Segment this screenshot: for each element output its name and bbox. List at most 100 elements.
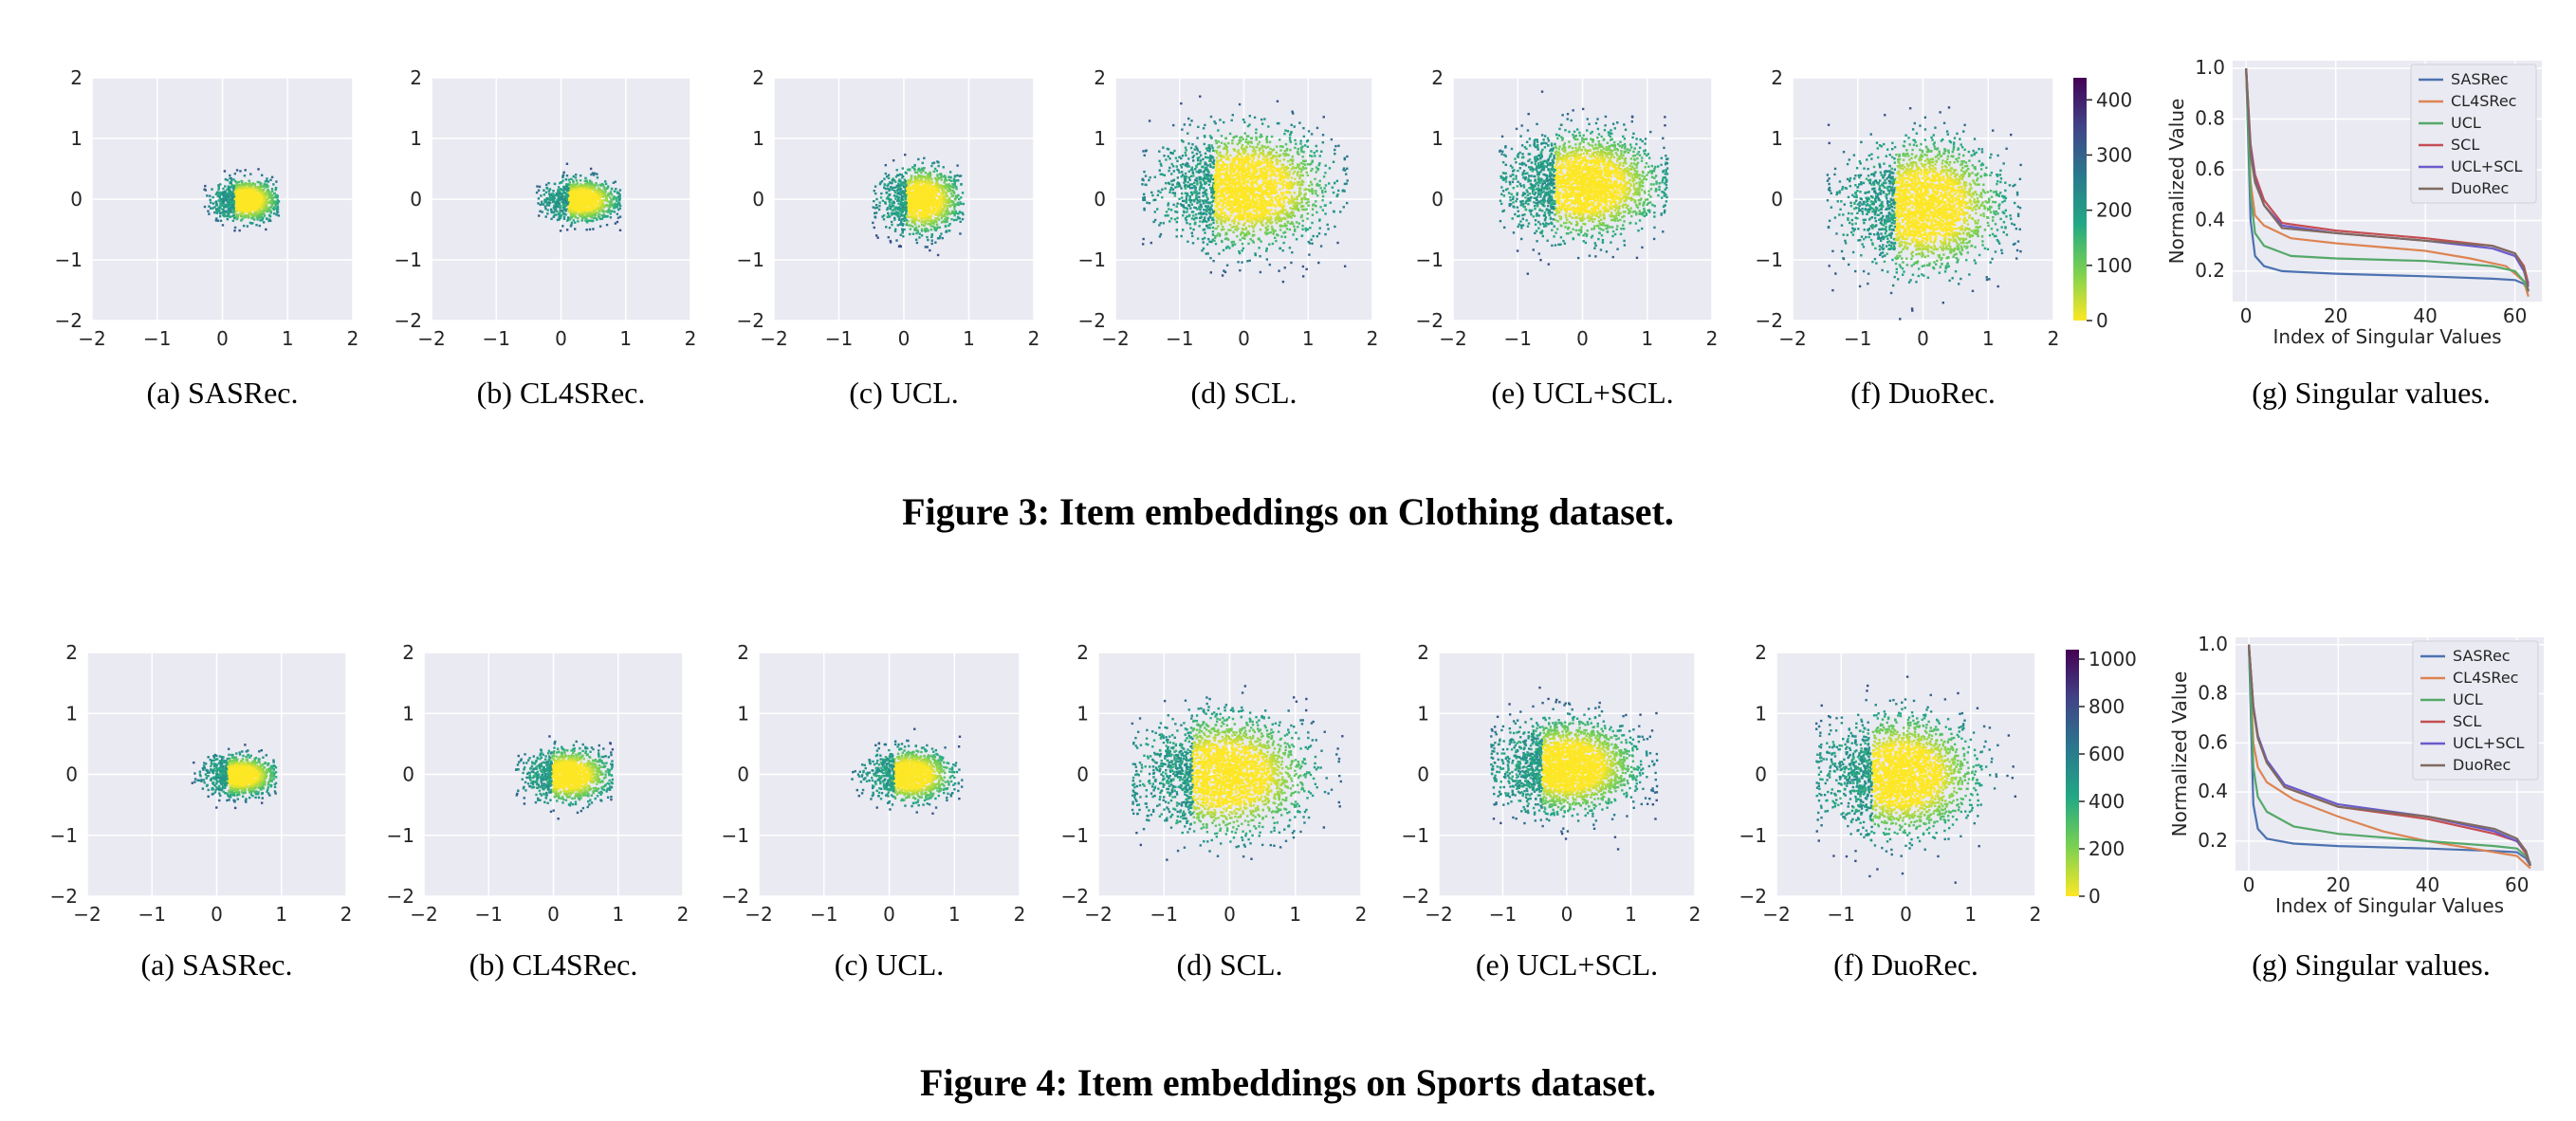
embedding-point bbox=[259, 193, 262, 196]
embedding-point bbox=[916, 175, 919, 179]
embedding-point bbox=[924, 175, 927, 178]
embedding-point bbox=[562, 199, 565, 202]
embedding-point bbox=[1297, 171, 1299, 174]
embedding-point bbox=[228, 205, 230, 208]
embedding-point bbox=[598, 189, 600, 193]
embedding-point bbox=[256, 210, 259, 212]
embedding-point bbox=[245, 214, 248, 217]
embedding-point bbox=[546, 209, 549, 211]
embedding-point bbox=[926, 187, 929, 190]
embedding-point bbox=[958, 211, 962, 214]
embedding-point bbox=[550, 196, 553, 200]
embedding-point bbox=[938, 184, 941, 187]
embedding-point bbox=[585, 217, 588, 221]
embedding-point bbox=[266, 183, 268, 186]
embedding-point bbox=[264, 186, 267, 189]
embedding-point bbox=[218, 205, 222, 208]
embedding-point bbox=[1258, 147, 1261, 150]
embedding-point bbox=[918, 205, 921, 208]
embedding-point bbox=[924, 171, 928, 175]
embedding-point bbox=[951, 203, 954, 206]
embedding-point bbox=[597, 196, 600, 200]
embedding-point bbox=[596, 173, 598, 175]
embedding-point bbox=[1220, 229, 1224, 231]
embedding-point bbox=[905, 222, 909, 225]
embedding-point bbox=[579, 195, 581, 198]
x-tick-label: 1 bbox=[963, 327, 975, 350]
embedding-point bbox=[535, 191, 539, 194]
embedding-point bbox=[929, 174, 932, 176]
embedding-point bbox=[567, 209, 570, 212]
embedding-point bbox=[948, 230, 951, 232]
embedding-point bbox=[598, 225, 602, 228]
y-tick-label: −1 bbox=[395, 248, 422, 271]
embedding-point bbox=[237, 201, 240, 204]
embedding-point bbox=[942, 166, 945, 169]
embedding-point bbox=[948, 199, 951, 203]
embedding-point bbox=[591, 210, 594, 212]
embedding-point bbox=[260, 191, 263, 194]
embedding-point bbox=[230, 205, 232, 209]
embedding-point bbox=[908, 169, 911, 172]
embedding-point bbox=[589, 197, 592, 201]
embedding-point bbox=[542, 203, 545, 206]
embedding-point bbox=[878, 204, 881, 208]
embedding-point bbox=[561, 210, 563, 212]
embedding-point bbox=[946, 200, 949, 203]
embedding-point bbox=[562, 217, 566, 220]
embedding-point bbox=[941, 197, 945, 200]
embedding-point bbox=[900, 182, 903, 185]
embedding-point bbox=[1249, 145, 1252, 148]
embedding-point bbox=[933, 197, 936, 201]
embedding-point bbox=[238, 185, 241, 188]
embedding-point bbox=[574, 176, 578, 179]
embedding-point bbox=[956, 201, 960, 205]
embedding-point bbox=[590, 200, 593, 203]
embedding-point bbox=[592, 228, 595, 230]
embedding-point bbox=[1211, 230, 1215, 233]
embedding-point bbox=[552, 211, 556, 213]
embedding-point bbox=[591, 192, 595, 195]
embedding-point bbox=[948, 190, 952, 193]
embedding-point bbox=[912, 203, 915, 206]
embedding-point bbox=[275, 193, 278, 197]
embedding-point bbox=[239, 200, 242, 203]
embedding-point bbox=[904, 182, 907, 185]
embedding-point bbox=[894, 228, 897, 230]
embedding-point bbox=[921, 167, 924, 170]
embedding-point bbox=[915, 171, 918, 175]
embedding-point bbox=[564, 188, 567, 191]
embedding-point bbox=[609, 212, 612, 215]
x-tick-label: −1 bbox=[143, 327, 171, 350]
embedding-point bbox=[945, 230, 948, 233]
embedding-point bbox=[577, 205, 580, 209]
embedding-point bbox=[938, 198, 942, 202]
embedding-point bbox=[250, 183, 253, 187]
embedding-point bbox=[873, 226, 875, 230]
embedding-point bbox=[893, 189, 896, 193]
embedding-point bbox=[605, 204, 609, 207]
embedding-point bbox=[931, 202, 934, 205]
embedding-point bbox=[1309, 227, 1312, 230]
embedding-point bbox=[558, 202, 561, 205]
embedding-point bbox=[248, 193, 251, 195]
embedding-point bbox=[893, 218, 896, 221]
embedding-point bbox=[914, 229, 917, 231]
embedding-point bbox=[938, 213, 942, 216]
embedding-point bbox=[208, 212, 211, 215]
embedding-point bbox=[942, 185, 946, 188]
embedding-point bbox=[267, 201, 271, 204]
embedding-point bbox=[929, 191, 933, 193]
embedding-point bbox=[570, 199, 573, 202]
embedding-point bbox=[902, 192, 906, 195]
embedding-point bbox=[1162, 146, 1165, 149]
embedding-point bbox=[241, 206, 244, 210]
embedding-point bbox=[229, 174, 231, 177]
embedding-point bbox=[931, 219, 935, 223]
embedding-point bbox=[916, 188, 919, 191]
embedding-point bbox=[929, 183, 931, 186]
embedding-point bbox=[596, 197, 599, 201]
embedding-point bbox=[229, 203, 232, 206]
embedding-point bbox=[218, 196, 222, 199]
embedding-point bbox=[933, 167, 937, 171]
